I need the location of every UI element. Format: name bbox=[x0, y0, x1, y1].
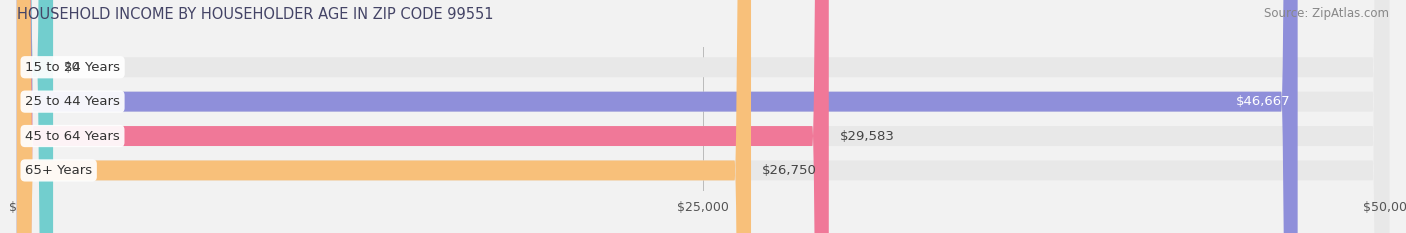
Text: 25 to 44 Years: 25 to 44 Years bbox=[25, 95, 120, 108]
Text: 15 to 24 Years: 15 to 24 Years bbox=[25, 61, 120, 74]
Text: 65+ Years: 65+ Years bbox=[25, 164, 93, 177]
Text: $29,583: $29,583 bbox=[839, 130, 894, 143]
FancyBboxPatch shape bbox=[17, 0, 1389, 233]
Text: $0: $0 bbox=[65, 61, 82, 74]
FancyBboxPatch shape bbox=[17, 0, 1389, 233]
FancyBboxPatch shape bbox=[17, 0, 53, 233]
Text: HOUSEHOLD INCOME BY HOUSEHOLDER AGE IN ZIP CODE 99551: HOUSEHOLD INCOME BY HOUSEHOLDER AGE IN Z… bbox=[17, 7, 494, 22]
FancyBboxPatch shape bbox=[17, 0, 1389, 233]
FancyBboxPatch shape bbox=[17, 0, 828, 233]
Text: 45 to 64 Years: 45 to 64 Years bbox=[25, 130, 120, 143]
FancyBboxPatch shape bbox=[17, 0, 751, 233]
FancyBboxPatch shape bbox=[17, 0, 1298, 233]
Text: Source: ZipAtlas.com: Source: ZipAtlas.com bbox=[1264, 7, 1389, 20]
Text: $26,750: $26,750 bbox=[762, 164, 817, 177]
Text: $46,667: $46,667 bbox=[1236, 95, 1291, 108]
FancyBboxPatch shape bbox=[17, 0, 1389, 233]
